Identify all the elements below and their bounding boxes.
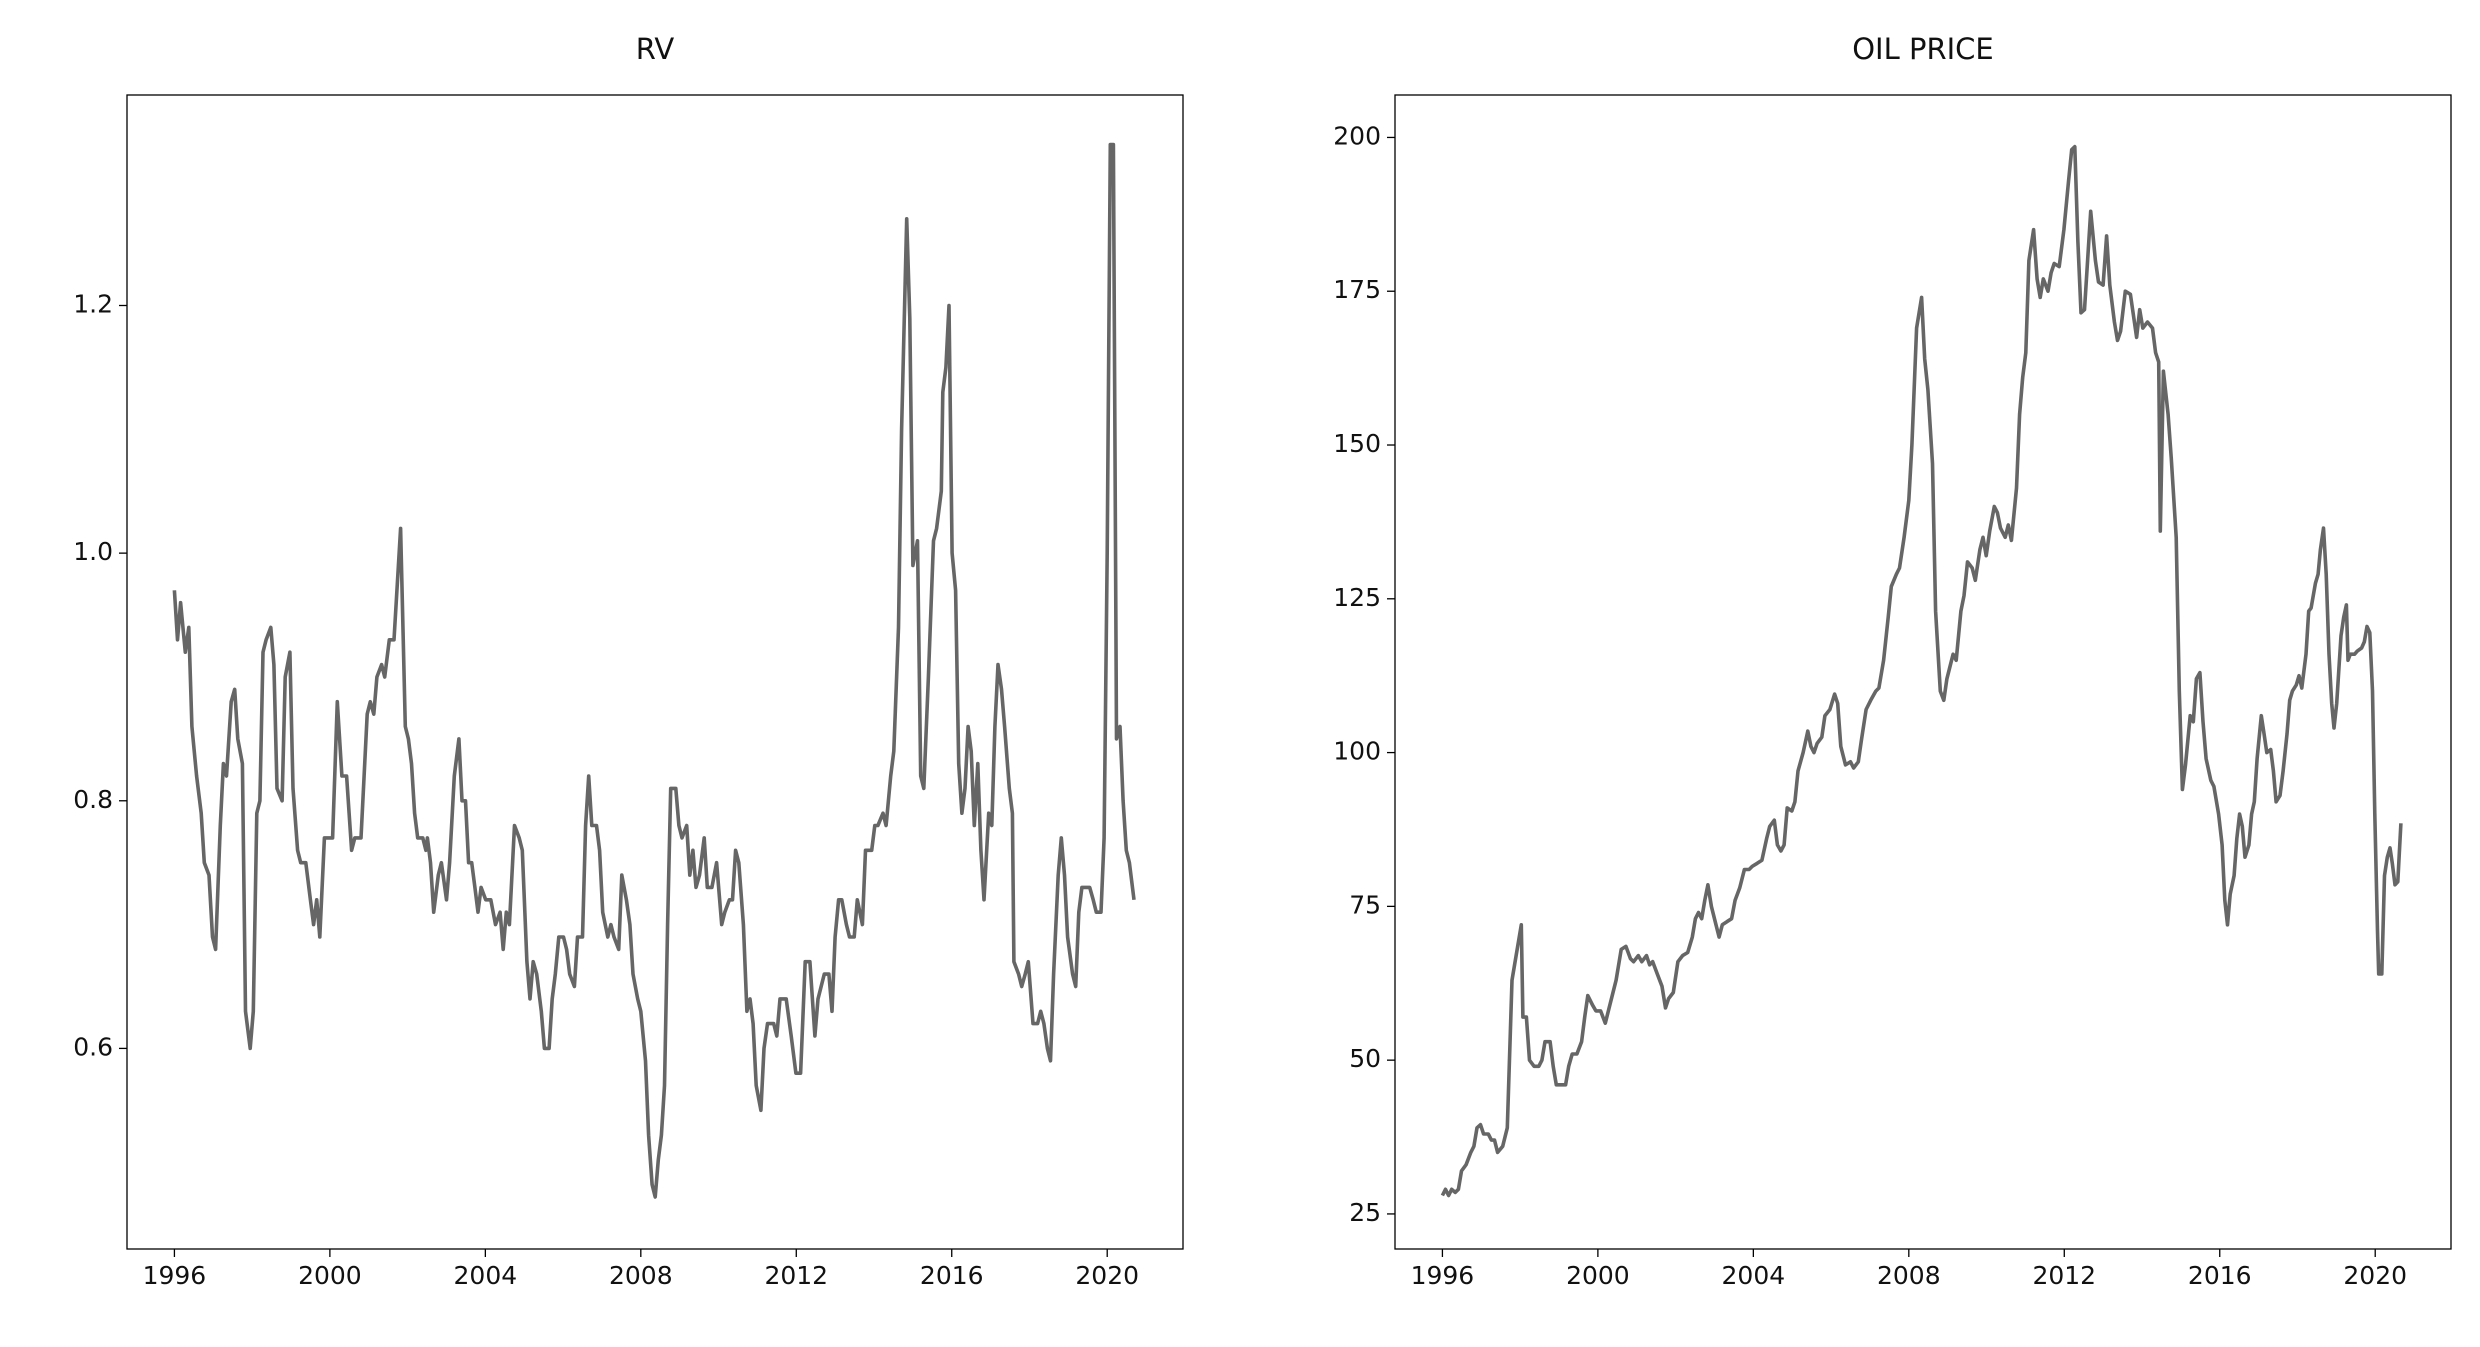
axes-frame: [1394, 94, 2452, 1250]
x-tick-label: 2020: [2343, 1261, 2407, 1290]
x-tick-label: 2004: [1722, 1261, 1786, 1290]
y-tick-label: 100: [1333, 737, 1381, 766]
y-tick-label: 75: [1349, 890, 1381, 919]
y-tick-label: 175: [1333, 275, 1381, 304]
x-tick-label: 2016: [920, 1261, 984, 1290]
x-tick-label: 2020: [1075, 1261, 1139, 1290]
y-tick-label: 50: [1349, 1044, 1381, 1073]
data-line: [172, 142, 1136, 1199]
chart-title: OIL PRICE: [1852, 32, 1994, 66]
y-tick-label: 1.2: [73, 289, 113, 318]
data-line: [1440, 144, 2403, 1198]
axes-frame: [126, 94, 1184, 1250]
y-tick-label: 200: [1333, 121, 1381, 150]
x-tick-label: 2012: [764, 1261, 828, 1290]
x-tick-label: 2012: [2032, 1261, 2096, 1290]
y-tick-label: 150: [1333, 429, 1381, 458]
x-tick-label: 2000: [298, 1261, 362, 1290]
x-tick-label: 1996: [143, 1261, 207, 1290]
y-tick-label: 125: [1333, 583, 1381, 612]
x-tick-label: 2000: [1566, 1261, 1630, 1290]
y-tick-label: 25: [1349, 1198, 1381, 1227]
y-tick-label: 1.0: [73, 537, 113, 566]
x-tick-label: 2008: [609, 1261, 673, 1290]
chart-title: RV: [636, 32, 675, 66]
y-tick-label: 0.6: [73, 1032, 113, 1061]
y-tick-label: 0.8: [73, 785, 113, 814]
x-tick-label: 2004: [454, 1261, 518, 1290]
x-tick-label: 1996: [1411, 1261, 1475, 1290]
x-tick-label: 2016: [2188, 1261, 2252, 1290]
x-tick-label: 2008: [1877, 1261, 1941, 1290]
